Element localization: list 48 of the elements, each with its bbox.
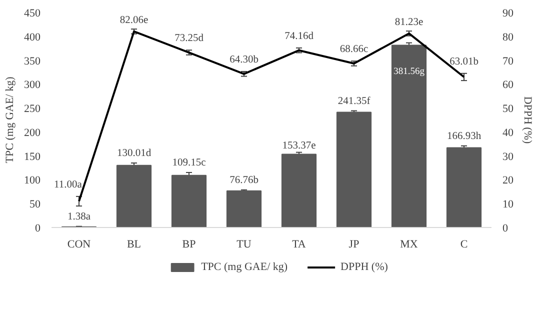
data-label: 64.30b — [230, 54, 258, 66]
y-tick-label: 450 — [24, 8, 41, 20]
data-label: 73.25d — [174, 33, 204, 44]
x-tick-label: MX — [400, 238, 418, 250]
data-label: 109.15c — [172, 157, 206, 168]
x-tick-label: JP — [348, 238, 360, 250]
legend-label: TPC (mg GAE/ kg) — [201, 261, 288, 273]
y2-tick-label: 60 — [502, 79, 514, 92]
data-label: 153.37e — [282, 140, 316, 152]
y2-tick-label: 20 — [502, 174, 514, 187]
y-tick-label: 200 — [24, 126, 41, 139]
y-tick-label: 350 — [24, 55, 41, 68]
data-label: 130.01d — [116, 148, 152, 159]
data-label: 1.38a — [67, 211, 91, 222]
x-tick-label: BL — [126, 238, 142, 250]
data-label: 82.06e — [120, 15, 148, 26]
legend-label: DPPH (%) — [340, 261, 388, 273]
data-label: 76.76b — [230, 174, 258, 186]
data-label: 63.01b — [450, 56, 478, 68]
x-tick-label: C — [460, 238, 468, 250]
data-label: 81.23e — [394, 17, 424, 28]
x-tick-label: BP — [182, 238, 196, 250]
data-label: 74.16d — [284, 30, 314, 42]
y2-tick-label: 70 — [502, 55, 514, 68]
data-label: 166.93h — [446, 130, 482, 142]
y2-tick-label: 10 — [502, 198, 514, 211]
y2-tick-label: 90 — [502, 8, 514, 20]
y2-tick-label: 50 — [502, 103, 514, 116]
data-label: 11.00a — [54, 179, 82, 190]
y2-tick-label: 80 — [502, 31, 514, 44]
y2-tick-label: 40 — [502, 126, 514, 139]
y-tick-label: 50 — [30, 198, 41, 211]
y-tick-label: 0 — [35, 222, 41, 234]
y2-tick-label: 0 — [502, 222, 508, 234]
y-tick-label: 100 — [24, 174, 41, 187]
y2-axis-title: DPPH (%) — [522, 96, 534, 144]
y-tick-label: 250 — [24, 103, 41, 116]
y-tick-label: 400 — [24, 31, 41, 44]
x-tick-label: TU — [236, 238, 252, 250]
x-tick-label: CON — [67, 238, 91, 250]
y-tick-label: 150 — [24, 150, 41, 163]
data-label: 68.66c — [340, 44, 368, 56]
x-tick-label: TA — [292, 238, 306, 250]
y-axis-title: TPC (mg GAE/ kg) — [4, 76, 16, 164]
data-label: 241.35f — [338, 96, 371, 107]
data-label: 381.56g — [394, 67, 425, 78]
y2-tick-label: 30 — [502, 150, 514, 163]
y-tick-label: 300 — [24, 79, 41, 92]
